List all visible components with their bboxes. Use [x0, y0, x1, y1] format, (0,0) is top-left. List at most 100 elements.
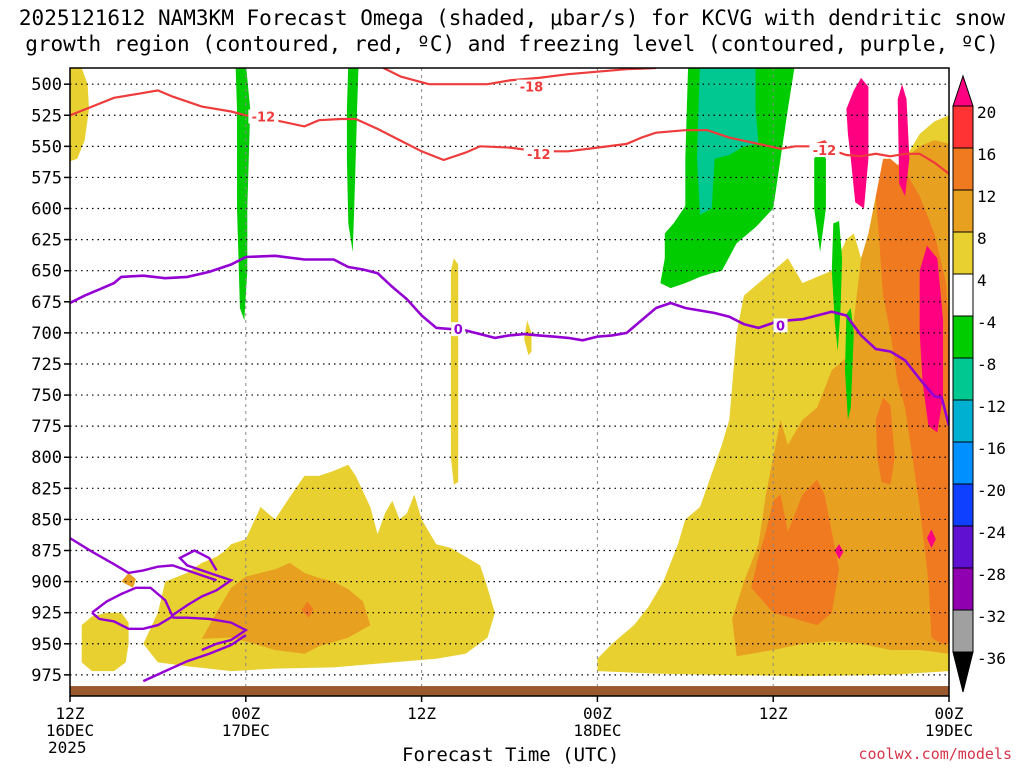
y-tick-label: 525 — [31, 106, 62, 126]
omega-region-4 — [121, 572, 136, 588]
omega-region-5 — [301, 601, 314, 618]
freezing-label-bg — [451, 322, 466, 337]
omega-region-13 — [846, 77, 869, 209]
contour-label-bg — [809, 143, 840, 158]
y-tick-label: 650 — [31, 262, 62, 282]
y-tick-label: 600 — [31, 200, 62, 220]
y-tick-label: 825 — [31, 479, 62, 499]
x-tick-label: 12Z — [407, 704, 436, 723]
y-axis-ticks: 500 525 550 575 600 625 650 675 700 725 750 775 800 8… — [31, 75, 70, 686]
plot-frame — [69, 67, 950, 697]
colorbar-swatch — [952, 399, 974, 443]
colorbar-swatch — [952, 609, 974, 653]
x-tick-label: 12Z — [56, 704, 85, 723]
x-tick-label: 2025 — [48, 738, 87, 757]
colorbar-swatch — [952, 483, 974, 527]
contour-label-bg — [523, 146, 554, 161]
contour-label-bg — [516, 79, 547, 94]
omega-region-21 — [697, 68, 759, 215]
x-tick-label: 00Z — [935, 704, 964, 723]
omega-region-7 — [524, 320, 532, 356]
omega-region-0 — [70, 68, 89, 162]
dendritic-contour-label: -12 — [527, 148, 551, 163]
colorbar-label: 4 — [977, 271, 987, 290]
dendritic-contour-label: -18 — [520, 81, 544, 96]
colorbar-label: -8 — [977, 355, 996, 374]
y-tick-label: 875 — [31, 542, 62, 562]
colorbar-swatch — [952, 273, 974, 317]
y-tick-label: 625 — [31, 231, 62, 251]
x-tick-label: 12Z — [759, 704, 788, 723]
colorbar-label: -28 — [977, 565, 1006, 584]
x-axis-label: Forecast Time (UTC) — [402, 744, 620, 766]
x-tick-label: 18DEC — [573, 721, 621, 740]
colorbar-label: -12 — [977, 397, 1006, 416]
omega-region-18 — [235, 68, 251, 321]
omega-region-17 — [927, 529, 936, 548]
omega-region-22 — [814, 146, 826, 252]
x-tick-label: 00Z — [231, 704, 260, 723]
colorbar-label: -16 — [977, 439, 1006, 458]
omega-region-24 — [845, 308, 854, 420]
colorbar-swatch — [952, 189, 974, 233]
terrain-strip — [70, 686, 949, 696]
omega-region-23 — [831, 221, 843, 352]
y-tick-label: 750 — [31, 386, 62, 406]
y-tick-label: 675 — [31, 293, 62, 313]
dendritic-contour-label: -12 — [252, 110, 276, 125]
colorbar-label: 16 — [977, 145, 996, 164]
x-tick-label: 19DEC — [925, 721, 973, 740]
freezing-label-bg — [773, 318, 788, 333]
chart-title-line-1: 2025121612 NAM3KM Forecast Omega (shaded… — [18, 6, 1006, 30]
colorbar-swatch — [952, 315, 974, 359]
y-tick-label: 900 — [31, 573, 62, 593]
y-tick-label: 925 — [31, 604, 62, 624]
gridlines — [70, 68, 949, 696]
y-tick-label: 575 — [31, 168, 62, 188]
freezing-level-lower-line — [142, 634, 247, 683]
freezing-level-line — [70, 254, 949, 427]
omega-region-12 — [875, 397, 895, 485]
y-tick-label: 800 — [31, 448, 62, 468]
colorbar: 20 16 12 8 4 -4 -8 -12 -16 -20 -24 -28 -32 -36 — [952, 74, 1006, 693]
colorbar-label: 8 — [977, 229, 987, 248]
chart-title-line-2: growth region (contoured, red, ºC) and f… — [25, 32, 999, 56]
credit-text: coolwx.com/models — [858, 745, 1012, 763]
contour-label-bg — [248, 109, 279, 124]
y-tick-label: 850 — [31, 510, 62, 530]
colorbar-label: 12 — [977, 187, 996, 206]
omega-region-19 — [346, 68, 359, 252]
x-tick-label: 16DEC — [46, 721, 94, 740]
x-tick-label: 17DEC — [222, 721, 270, 740]
dendritic-contour-label: -12 — [813, 144, 837, 159]
freezing-level-lower-line — [172, 616, 249, 652]
omega-region-14 — [897, 84, 910, 197]
omega-shading — [70, 68, 949, 677]
colorbar-label: -24 — [977, 523, 1006, 542]
colorbar-bottom-arrow — [952, 651, 974, 693]
colorbar-top-arrow — [952, 74, 974, 107]
omega-region-20 — [660, 68, 795, 289]
freezing-level-lower-line — [70, 537, 217, 582]
y-tick-label: 950 — [31, 635, 62, 655]
freezing-level-lower-line — [91, 586, 175, 630]
colorbar-swatch — [952, 147, 974, 191]
contour-lines: -18 -12 -12 -12 0 0 — [70, 68, 949, 683]
freezing-level-label: 0 — [454, 323, 463, 338]
colorbar-swatch — [952, 231, 974, 275]
y-tick-label: 975 — [31, 666, 62, 686]
y-tick-label: 500 — [31, 75, 62, 95]
y-tick-label: 725 — [31, 355, 62, 375]
y-tick-label: 550 — [31, 137, 62, 157]
freezing-level-label: 0 — [776, 319, 785, 334]
colorbar-label: -20 — [977, 481, 1006, 500]
omega-region-1 — [81, 612, 129, 672]
freezing-level-lower-line — [171, 549, 234, 617]
colorbar-label: 20 — [977, 103, 996, 122]
colorbar-swatch — [952, 441, 974, 485]
y-tick-label: 700 — [31, 324, 62, 344]
colorbar-label: -36 — [977, 649, 1006, 668]
colorbar-swatch — [952, 567, 974, 611]
